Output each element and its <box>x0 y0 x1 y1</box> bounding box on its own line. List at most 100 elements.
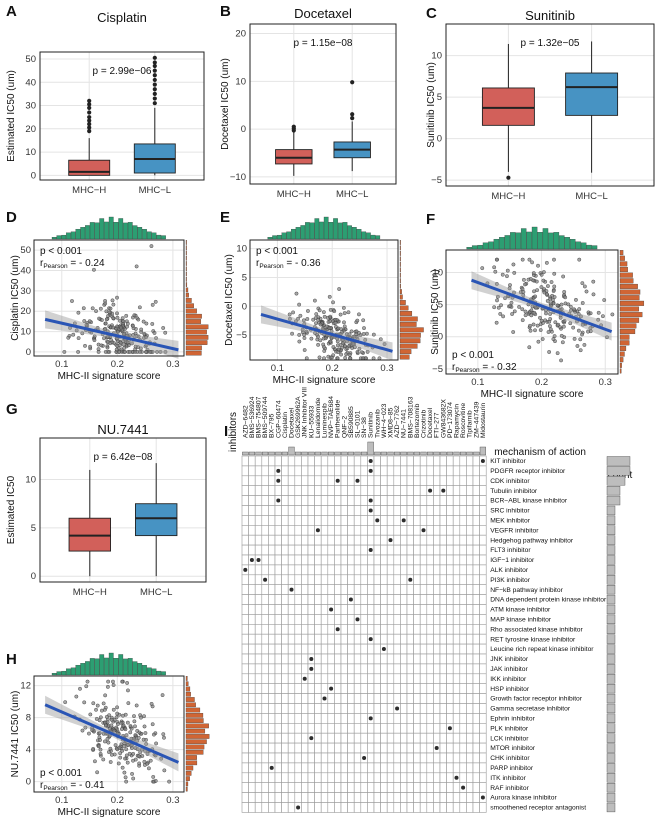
matrix-cell <box>380 544 388 556</box>
scatter-point <box>119 727 124 731</box>
mechanism-count-bar <box>606 733 616 743</box>
matrix-cell <box>479 485 487 496</box>
matrix-cell <box>340 742 348 754</box>
y-tick-label: 4 <box>26 745 31 756</box>
matrix-cell <box>472 455 480 467</box>
matrix-cell <box>340 683 348 694</box>
marginal-histogram-bar-x <box>580 242 587 250</box>
scatter-point <box>105 720 110 725</box>
matrix-cell <box>241 485 249 496</box>
matrix-cell <box>340 475 348 486</box>
scatter-point <box>580 301 585 305</box>
matrix-cell <box>439 713 447 724</box>
outlier-point <box>87 110 92 115</box>
matrix-cell <box>466 584 474 595</box>
scatter-point <box>529 308 534 313</box>
matrix-cell <box>301 703 309 714</box>
mechanism-label: Leucine rich repeat kinase inhibitor <box>490 646 594 653</box>
matrix-cell <box>466 772 474 783</box>
scatter-point <box>85 679 90 684</box>
matrix-cell <box>459 693 467 704</box>
marginal-histogram-bar-y <box>185 240 187 245</box>
matrix-cell <box>472 643 480 655</box>
matrix-cell <box>393 683 401 694</box>
matrix-cell <box>439 505 447 516</box>
matrix-cell <box>406 623 414 635</box>
matrix-cell <box>314 574 322 585</box>
marginal-histogram-bar-x <box>118 218 124 240</box>
matrix-cell <box>268 673 276 684</box>
membership-dot <box>368 468 373 473</box>
matrix-cell <box>248 782 256 793</box>
matrix-cell <box>373 643 381 655</box>
matrix-cell <box>419 475 428 486</box>
matrix-cell <box>301 732 309 744</box>
outlier-point <box>152 91 157 96</box>
marginal-histogram-bar-y <box>399 311 413 316</box>
matrix-cell <box>367 732 375 744</box>
matrix-cell <box>479 713 487 724</box>
scatter-point <box>123 727 128 732</box>
scatter-point <box>355 350 360 354</box>
matrix-cell <box>334 663 342 675</box>
matrix-cell <box>294 534 302 546</box>
matrix-cell <box>413 792 421 803</box>
marginal-histogram-bar-y <box>619 345 627 351</box>
scatter-point <box>167 779 172 784</box>
mechanism-label: Tubulin inhibitor <box>490 488 538 495</box>
matrix-cell <box>261 485 269 496</box>
matrix-cell <box>393 782 401 793</box>
matrix-cell <box>393 554 401 566</box>
matrix-cell <box>446 782 454 793</box>
scatter-point <box>152 732 156 737</box>
matrix-cell <box>360 633 368 645</box>
marginal-histogram-bar-x <box>361 231 367 240</box>
matrix-cell <box>287 782 296 793</box>
matrix-cell <box>479 604 487 615</box>
matrix-cell <box>466 713 474 724</box>
matrix-cell <box>254 594 263 605</box>
matrix-cell <box>466 732 474 744</box>
scatter-point <box>135 738 139 743</box>
y-tick-label: 0 <box>26 777 31 788</box>
scatter-point <box>498 312 503 316</box>
scatter-point <box>527 345 532 350</box>
matrix-cell <box>261 683 269 694</box>
matrix-cell <box>353 574 362 585</box>
mechanism-label: KIT inhibitor <box>490 458 526 465</box>
stat-pearson-r: rPearson = - 0.36 <box>256 258 321 270</box>
matrix-cell <box>360 485 368 496</box>
matrix-cell <box>334 752 342 764</box>
matrix-cell <box>419 752 428 764</box>
matrix-cell <box>320 713 329 724</box>
matrix-cell <box>340 604 348 615</box>
matrix-cell <box>248 604 256 615</box>
matrix-cell <box>400 792 408 803</box>
matrix-cell <box>248 594 256 605</box>
matrix-cell <box>353 604 362 615</box>
mechanism-label: CDK inhibitor <box>490 478 530 485</box>
matrix-cell <box>254 623 263 635</box>
matrix-cell <box>301 455 309 467</box>
matrix-cell <box>340 574 348 585</box>
matrix-cell <box>281 722 289 734</box>
mechanism-count-bar <box>606 634 616 644</box>
scatter-point <box>600 314 605 319</box>
matrix-cell <box>254 732 263 744</box>
matrix-cell <box>314 554 322 566</box>
marginal-histogram-bar-y <box>619 368 622 374</box>
matrix-cell <box>393 762 401 774</box>
scatter-point <box>125 321 130 326</box>
scatter-point <box>338 312 343 317</box>
scatter-point <box>70 299 74 303</box>
matrix-cell <box>406 455 414 467</box>
matrix-cell <box>380 574 388 585</box>
matrix-cell <box>446 752 454 764</box>
y-tick-label: 30 <box>25 101 36 112</box>
x-tick-label: MHC−H <box>277 189 311 200</box>
matrix-cell <box>320 633 329 645</box>
matrix-cell <box>433 594 441 605</box>
membership-dot <box>461 785 466 790</box>
matrix-cell <box>340 485 348 496</box>
scatter-point <box>108 746 113 751</box>
